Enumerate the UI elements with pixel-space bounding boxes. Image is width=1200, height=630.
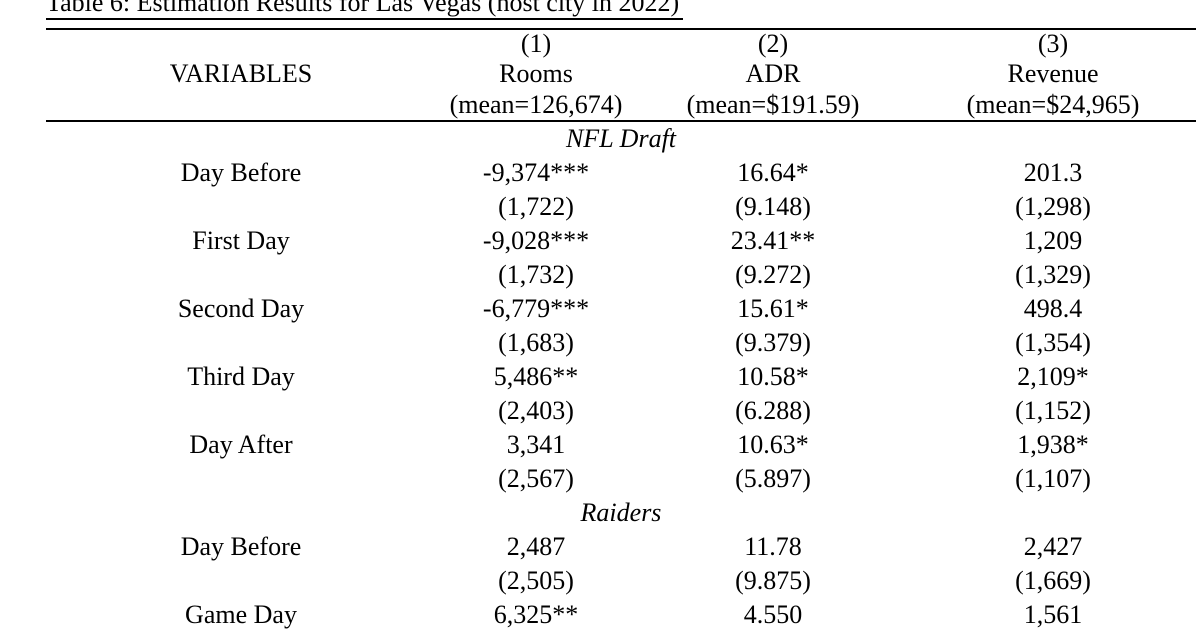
section-row: NFL Draft (46, 121, 1196, 156)
stderr-row: (2,567) (5.897) (1,107) (46, 462, 1196, 496)
stderr-cell: (5.897) (735, 464, 811, 493)
coefficient-cell: -9,028*** (482, 226, 590, 255)
col2-name: ADR (745, 59, 801, 88)
header-mean-row: (mean=126,674) (mean=$191.59) (mean=$24,… (46, 89, 1196, 122)
row-label-spacer (46, 462, 436, 496)
stderr-cell: (1,152) (1015, 396, 1091, 425)
coefficient-row: Day Before 2,487 11.78 2,427 (46, 530, 1196, 564)
stderr-cell: (1,107) (1015, 464, 1091, 493)
coefficient-cell: 2,487 (506, 532, 566, 561)
stderr-cell: (1,732) (498, 260, 574, 289)
coefficient-cell: 4.550 (743, 600, 803, 629)
coefficient-cell: 2,109* (1017, 362, 1089, 391)
coefficient-cell: 1,938* (1017, 430, 1089, 459)
row-label-spacer (46, 326, 436, 360)
coefficient-cell: -6,779*** (482, 294, 590, 323)
row-label-spacer (46, 394, 436, 428)
col1-mean: (mean=126,674) (436, 89, 636, 122)
stderr-row: (1,722) (9.148) (1,298) (46, 190, 1196, 224)
header-name-row: VARIABLES Rooms ADR Revenue (46, 58, 1196, 89)
row-label: Day After (189, 430, 293, 459)
coefficient-cell: 16.64* (737, 158, 809, 187)
stderr-row: (2,505) (9.875) (1,669) (46, 564, 1196, 598)
stderr-row: (1,732) (9.272) (1,329) (46, 258, 1196, 292)
section-label: Raiders (580, 498, 662, 527)
col2-number: (2) (757, 29, 789, 58)
stderr-cell: (9.272) (735, 260, 811, 289)
coefficient-cell: 11.78 (744, 532, 802, 561)
table-header: (1) (2) (3) VARIABLES Rooms ADR Revenue … (46, 30, 1196, 122)
stderr-cell: (6.288) (735, 396, 811, 425)
section-row: Raiders (46, 496, 1196, 530)
stderr-cell: (1,354) (1015, 328, 1091, 357)
coefficient-row: Third Day 5,486** 10.58* 2,109* (46, 360, 1196, 394)
stderr-row: (1,683) (9.379) (1,354) (46, 326, 1196, 360)
coefficient-cell: 498.4 (1023, 294, 1083, 323)
row-label: First Day (192, 226, 290, 255)
coefficient-cell: 10.63* (737, 430, 809, 459)
col1-name: Rooms (499, 59, 573, 88)
coefficient-cell: 201.3 (1023, 158, 1083, 187)
col3-name: Revenue (1007, 59, 1099, 88)
coefficient-cell: 6,325** (493, 600, 579, 629)
stderr-cell: (1,329) (1015, 260, 1091, 289)
coefficient-cell: 3,341 (506, 430, 566, 459)
stderr-cell: (2,403) (498, 396, 574, 425)
results-table: (1) (2) (3) VARIABLES Rooms ADR Revenue … (46, 30, 1196, 630)
coefficient-row: Day Before -9,374*** 16.64* 201.3 (46, 156, 1196, 190)
row-label: Day Before (180, 532, 302, 561)
stderr-cell: (2,567) (498, 464, 574, 493)
coefficient-cell: 1,209 (1023, 226, 1083, 255)
stderr-cell: (1,298) (1015, 192, 1091, 221)
coefficient-row: First Day -9,028*** 23.41** 1,209 (46, 224, 1196, 258)
stderr-cell: (1,683) (498, 328, 574, 357)
row-label: Second Day (177, 294, 305, 323)
row-label: Third Day (187, 362, 295, 391)
col2-mean: (mean=$191.59) (636, 89, 910, 122)
coefficient-row: Second Day -6,779*** 15.61* 498.4 (46, 292, 1196, 326)
coefficient-cell: -9,374*** (482, 158, 590, 187)
coefficient-cell: 23.41** (730, 226, 816, 255)
stderr-cell: (1,722) (498, 192, 574, 221)
coefficient-cell: 1,561 (1023, 600, 1083, 629)
col3-number: (3) (1037, 29, 1069, 58)
coefficient-row: Game Day 6,325** 4.550 1,561 (46, 598, 1196, 630)
table-body: NFL Draft Day Before -9,374*** 16.64* 201.3 (… (46, 121, 1196, 630)
header-spacer-cell (46, 30, 436, 58)
stderr-row: (2,403) (6.288) (1,152) (46, 394, 1196, 428)
stderr-cell: (2,505) (498, 566, 574, 595)
row-label: Game Day (185, 600, 297, 629)
stderr-cell: (9.148) (735, 192, 811, 221)
col3-mean: (mean=$24,965) (910, 89, 1196, 122)
table-top-rule (46, 28, 1196, 30)
stderr-cell: (9.875) (735, 566, 811, 595)
header-spacer-cell (46, 89, 436, 122)
table-title: Table 6: Estimation Results for Las Vega… (46, 0, 684, 20)
coefficient-cell: 15.61* (737, 294, 809, 323)
stderr-cell: (1,669) (1015, 566, 1091, 595)
coefficient-row: Day After 3,341 10.63* 1,938* (46, 428, 1196, 462)
row-label-spacer (46, 564, 436, 598)
row-label: Day Before (180, 158, 302, 187)
row-label-spacer (46, 258, 436, 292)
header-number-row: (1) (2) (3) (46, 30, 1196, 58)
row-label-spacer (46, 190, 436, 224)
table-container: Table 6: Estimation Results for Las Vega… (46, 0, 1196, 630)
variables-header: VARIABLES (169, 59, 313, 88)
coefficient-cell: 2,427 (1023, 532, 1083, 561)
col1-number: (1) (520, 29, 552, 58)
section-label: NFL Draft (565, 124, 677, 153)
coefficient-cell: 10.58* (737, 362, 809, 391)
coefficient-cell: 5,486** (493, 362, 579, 391)
stderr-cell: (9.379) (735, 328, 811, 357)
